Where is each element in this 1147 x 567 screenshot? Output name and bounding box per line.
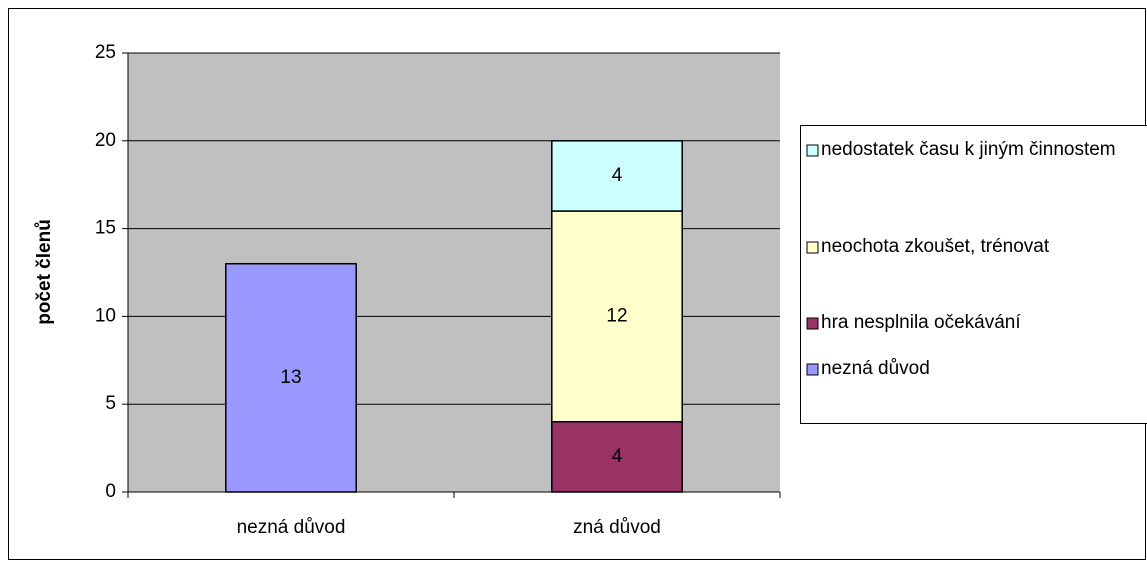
legend-swatch: [806, 317, 819, 330]
legend-item: nezná důvod: [821, 358, 930, 379]
legend-swatch: [806, 241, 819, 254]
x-tick-label: nezná důvod: [237, 517, 346, 538]
data-label: 4: [612, 165, 623, 186]
legend-swatch: [806, 144, 819, 157]
bar-segment: [551, 140, 683, 212]
y-tick-label: 10: [95, 305, 116, 326]
legend-label: hra nesplnila očekávání: [821, 312, 1021, 333]
data-label: 12: [606, 305, 627, 326]
bar-segment: [225, 262, 357, 493]
y-tick-label: 20: [95, 130, 116, 151]
legend-item: neochota zkoušet, trénovat: [821, 236, 1050, 257]
legend-label: neochota zkoušet, trénovat: [821, 236, 1050, 257]
data-label: 4: [612, 446, 623, 467]
y-tick-label: 25: [95, 42, 116, 63]
legend-box: [800, 125, 1147, 424]
legend-label: nezná důvod: [821, 358, 930, 379]
legend-swatch: [806, 363, 819, 376]
y-axis-label: počet členů: [34, 219, 55, 325]
bar-segment: [551, 210, 683, 423]
legend-item: nedostatek času k jiným činnostem: [821, 139, 1116, 160]
data-label: 13: [280, 367, 301, 388]
x-tick-label: zná důvod: [573, 517, 661, 538]
y-tick-label: 5: [105, 393, 116, 414]
legend-item: hra nesplnila očekávání: [821, 312, 1021, 333]
y-tick-label: 15: [95, 218, 116, 239]
y-tick-label: 0: [105, 481, 116, 502]
legend-label: nedostatek času k jiným činnostem: [821, 139, 1116, 160]
